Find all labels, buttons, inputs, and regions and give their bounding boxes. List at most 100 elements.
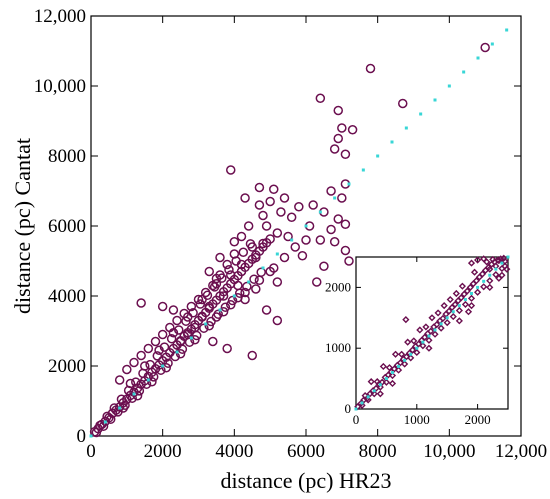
data-point [147,377,157,387]
inset-reference-dot [439,322,443,326]
data-point [286,212,297,222]
x-tick-label: 10,000 [423,441,475,462]
inset-data-point [458,282,466,290]
reference-dot [247,280,251,284]
data-point [156,365,166,375]
inset-data-point [407,354,415,362]
data-point [175,349,186,359]
inset-data-point [358,401,366,409]
data-point [222,259,232,270]
inset-data-point [361,392,369,400]
inset-data-point [427,327,435,335]
data-point [265,234,275,244]
reference-dot [404,126,408,130]
data-point [279,193,290,203]
inset-data-point [492,271,500,279]
inset-data-point [434,309,442,317]
data-point [172,315,182,326]
inset-reference-dot [427,334,431,338]
y-tick-label: 8000 [48,146,86,167]
data-point [226,300,236,310]
data-point [193,294,204,305]
data-point [269,184,279,194]
data-point [247,350,257,361]
reference-dot [433,98,437,102]
inset-reference-dot [360,401,364,405]
data-point [114,375,125,385]
reference-dot [118,406,122,410]
data-point [340,245,351,256]
data-point [136,298,146,308]
inset-data-point [474,256,482,264]
data-point [283,231,293,242]
data-point [240,193,250,203]
reference-dot [376,154,380,158]
data-point [218,307,229,317]
inset-y-tick-label: 2000 [325,279,351,294]
inset-data-point [394,366,403,374]
data-point [231,256,241,266]
data-point [329,237,340,247]
reference-dot [347,182,351,186]
data-point [261,221,272,231]
reference-dot [361,168,365,172]
inset-data-point [425,336,433,344]
data-point [245,239,256,249]
inset-data-point [464,308,473,316]
reference-dot [304,224,308,228]
data-point [141,379,152,389]
inset-data-point [408,346,417,354]
data-point [174,325,184,335]
data-point [220,302,231,312]
data-point [254,200,265,210]
data-point [254,275,265,285]
data-point [365,63,376,74]
inset-data-point [433,320,441,329]
data-point [197,294,207,305]
data-point [333,133,343,144]
inset-data-point [431,330,439,338]
data-point [272,315,283,326]
inset-data-point [379,362,387,371]
data-point [333,214,343,224]
data-point [258,238,268,249]
inset-data-point [449,312,457,321]
inset-data-point [422,323,430,331]
inset-data-point [421,333,429,341]
inset-reference-dot [384,377,388,381]
inset-data-point [391,350,400,358]
inset-data-point [478,270,487,278]
inset-data-point [385,364,394,372]
inset-data-point [451,300,459,309]
data-point [258,210,268,221]
x-tick-label: 4000 [215,441,253,462]
inset-data-point [437,324,445,332]
data-point [98,421,109,431]
reference-dot [505,28,509,32]
y-tick-label: 0 [77,426,87,447]
data-point [161,363,171,373]
reference-dot [447,84,451,88]
series-0 [89,42,490,438]
y-tick-label: 10,000 [34,76,86,97]
data-point [95,420,105,431]
inset-data-point [480,255,488,263]
inset-data-point [396,359,404,367]
inset-reference-dot [366,395,370,399]
reference-dot [462,70,466,74]
inset-data-point [455,317,463,325]
inset-data-point [467,259,476,267]
data-point [224,265,234,275]
reference-dot [333,196,337,200]
inset-data-point [367,378,375,386]
inset-reference-dot [403,358,407,362]
inset-reference-dot [482,279,486,283]
inset-data-point [439,314,447,322]
data-point [233,293,243,303]
inset-data-point [376,390,384,398]
inset-data-point [425,344,433,352]
inset-chart: 0 1000 2000 0 1000 2000 [325,254,511,427]
inset-reference-dot [378,383,382,387]
inset-data-point [388,371,397,380]
data-point [226,165,236,175]
